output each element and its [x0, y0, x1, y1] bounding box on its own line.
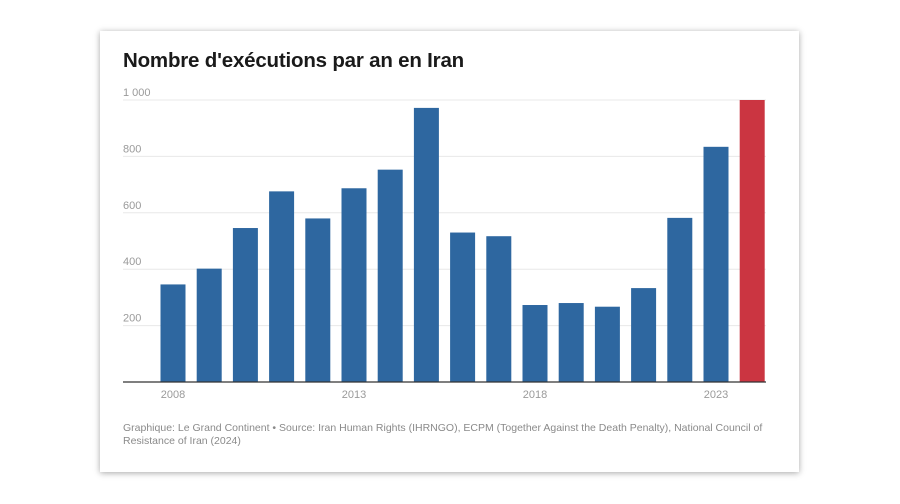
chart-source-footer: Graphique: Le Grand Continent • Source: …: [123, 422, 763, 447]
bar-2014: [377, 169, 403, 382]
gridlines: [123, 99, 766, 327]
bar-chart: 200 400 600 800 1 000 2008 2013 2018 2023: [123, 87, 766, 401]
bar-2019: [558, 303, 584, 382]
x-axis-labels: 2008 2013 2018 2023: [161, 389, 728, 401]
bar-2008: [160, 284, 186, 382]
chart-title: Nombre d'exécutions par an en Iran: [123, 49, 464, 72]
bar-2011: [269, 191, 295, 382]
bar-2023: [703, 146, 729, 382]
x-tick-label: 2018: [523, 389, 547, 401]
y-tick-label: 1 000: [123, 87, 151, 99]
bar-2021: [631, 288, 657, 382]
y-tick-label: 200: [123, 313, 141, 325]
y-axis-labels: 200 400 600 800 1 000: [123, 87, 151, 325]
x-tick-label: 2008: [161, 389, 185, 401]
bar-2018: [522, 305, 548, 382]
bar-2017: [486, 236, 512, 382]
chart-card: Nombre d'exécutions par an en Iran 200 40…: [100, 31, 799, 472]
bars: [160, 100, 765, 383]
bar-2022: [667, 217, 693, 382]
bar-2010: [232, 228, 258, 382]
bar-2013: [341, 188, 367, 382]
x-tick-label: 2023: [704, 389, 728, 401]
bar-2009: [196, 268, 222, 382]
bar-2020: [594, 306, 620, 382]
x-tick-label: 2013: [342, 389, 366, 401]
bar-2016: [450, 232, 476, 382]
bar-2012: [305, 218, 331, 382]
y-tick-label: 400: [123, 256, 141, 268]
y-tick-label: 800: [123, 143, 141, 155]
bar-2015: [413, 107, 439, 383]
bar-2024: [739, 100, 765, 382]
y-tick-label: 600: [123, 200, 141, 212]
